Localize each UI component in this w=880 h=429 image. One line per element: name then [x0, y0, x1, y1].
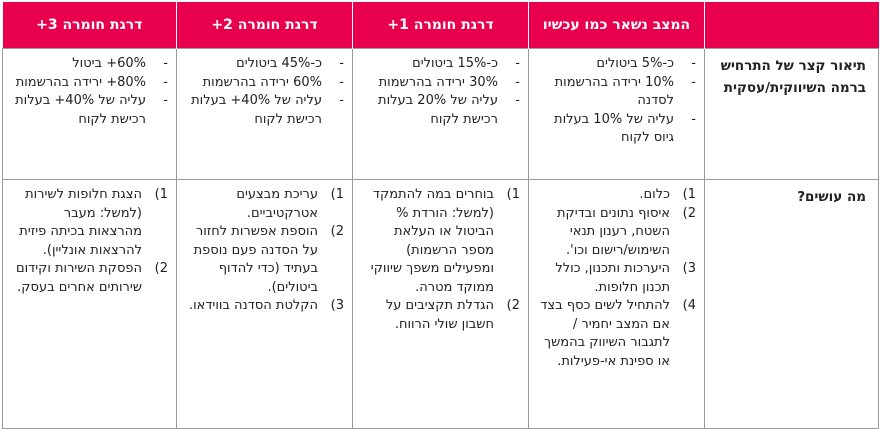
scenario-description-row: תיאור קצר של התרחיש ברמה השיווקית/עסקית …: [2, 48, 879, 180]
cell-description-status-quo: - כ-5% ביטולים - 10% ירידה בהרשמות לסדנה - על…: [528, 48, 705, 180]
item-text: עליה של 20% בעלות רכישת לקוח: [378, 93, 498, 127]
numbered-item: 2) הפסקת השירות וקידום שירותים אחרים בעסק…: [11, 260, 168, 297]
bullet-marker: -: [163, 56, 168, 71]
bullet-marker: -: [691, 56, 696, 71]
bullet-item: - עליה של 40%+ בעלות רכישת לקוח: [11, 92, 168, 129]
item-text: 60%+ ביטול: [72, 56, 146, 71]
bullet-item: - עליה של 10% בעלות גיוס לקוח: [537, 111, 696, 148]
item-text: 80%+ ירידה בהרשמות: [15, 74, 146, 90]
bullet-item: - כ-5% ביטולים: [537, 55, 696, 74]
item-number: 2): [506, 298, 520, 313]
numbered-item: 2) הוספת אפשרות לחזור על הסדנה פעם נוספת …: [185, 223, 344, 297]
cell-actions-severity-3: 1) הצגת חלופות לשירות (למשל: מעבר מהרצאות…: [2, 179, 177, 429]
cell-actions-severity-1: 1) בוחרים במה להתמקד (למשל: הורדת % הביטו…: [352, 179, 529, 429]
actions-row: מה עושים? 1) כלום. 2) איסוף נתונים ובדיקת ה…: [2, 179, 879, 429]
bullet-marker: -: [515, 74, 520, 90]
item-number: 2): [330, 224, 344, 239]
numbered-item: 1) עריכת מבצעים אטרקטיביים.: [185, 186, 344, 223]
item-text: עליה של 10% בעלות גיוס לקוח: [554, 111, 674, 146]
numbered-item: 1) כלום.: [537, 186, 696, 205]
numbered-list: 1) הצגת חלופות לשירות (למשל: מעבר מהרצאות…: [11, 186, 168, 297]
bullet-item: - כ-45% ביטולים: [185, 55, 344, 74]
item-number: 3): [682, 261, 696, 276]
item-number: 1): [506, 187, 520, 202]
bullet-item: - 60%+ ביטול: [11, 55, 168, 74]
cell-description-severity-1: - כ-15% ביטולים - 30% ירידה בהרשמות - עליה של…: [352, 48, 529, 180]
item-text: הפסקת השירות וקידום שירותים אחרים בעסק.: [15, 261, 142, 295]
item-text: עליה של 40%+ בעלות רכישת לקוח: [191, 93, 322, 127]
item-number: 1): [154, 187, 168, 202]
bullet-list: - כ-5% ביטולים - 10% ירידה בהרשמות לסדנה - על…: [537, 55, 696, 148]
item-number: 2): [154, 261, 168, 276]
cell-actions-severity-2: 1) עריכת מבצעים אטרקטיביים. 2) הוספת אפשרות…: [176, 179, 353, 429]
item-number: 2): [682, 205, 696, 221]
item-text: כ-5% ביטולים: [596, 56, 674, 71]
item-text: 30% ירידה בהרשמות: [378, 74, 498, 90]
row-label-actions: מה עושים?: [704, 179, 879, 429]
bullet-item: - כ-15% ביטולים: [361, 55, 520, 74]
bullet-list: - 60%+ ביטול - 80%+ ירידה בהרשמות - עליה של 4…: [11, 55, 168, 129]
item-text: עריכת מבצעים אטרקטיביים.: [236, 187, 318, 221]
bullet-item: - עליה של 40%+ בעלות רכישת לקוח: [185, 92, 344, 129]
header-blank: [704, 2, 879, 49]
bullet-marker: -: [339, 74, 344, 90]
item-number: 1): [682, 187, 696, 202]
bullet-marker: -: [515, 56, 520, 71]
bullet-item: - 10% ירידה בהרשמות לסדנה: [537, 74, 696, 111]
numbered-item: 1) בוחרים במה להתמקד (למשל: הורדת % הביטו…: [361, 186, 520, 297]
numbered-list: 1) כלום. 2) איסוף נתונים ובדיקת השטח, רענון…: [537, 186, 696, 371]
item-text: עליה של 40%+ בעלות רכישת לקוח: [15, 93, 146, 127]
bullet-item: - עליה של 20% בעלות רכישת לקוח: [361, 92, 520, 129]
item-number: 1): [330, 187, 344, 202]
bullet-marker: -: [339, 56, 344, 71]
numbered-item: 1) הצגת חלופות לשירות (למשל: מעבר מהרצאות…: [11, 186, 168, 260]
numbered-list: 1) עריכת מבצעים אטרקטיביים. 2) הוספת אפשרות…: [185, 186, 344, 316]
item-text: היערכות ותכנון, כולל תכנון חלופות.: [555, 261, 670, 295]
bullet-list: - כ-45% ביטולים - 60% ירידה בהרשמות - עליה של…: [185, 55, 344, 129]
bullet-item: - 80%+ ירידה בהרשמות: [11, 74, 168, 93]
bullet-marker: -: [515, 93, 520, 108]
bullet-marker: -: [163, 93, 168, 108]
header-status-quo: המצב נשאר כמו עכשיו: [528, 2, 705, 49]
header-severity-1: דרגת חומרה 1+: [352, 2, 529, 49]
item-text: הקלטת הסדנה בווידאו.: [188, 298, 318, 313]
cell-description-severity-2: - כ-45% ביטולים - 60% ירידה בהרשמות - עליה של…: [176, 48, 353, 180]
bullet-item: - 30% ירידה בהרשמות: [361, 74, 520, 93]
item-number: 4): [682, 298, 696, 313]
header-severity-2: דרגת חומרה 2+: [176, 2, 353, 49]
bullet-item: - 60% ירידה בהרשמות: [185, 74, 344, 93]
item-text: הגדלת תקציבים על חשבון שולי הרווח.: [385, 298, 494, 332]
item-text: 60% ירידה בהרשמות: [202, 74, 322, 90]
item-text: הצגת חלופות לשירות (למשל: מעבר מהרצאות ב…: [19, 187, 142, 258]
numbered-item: 4) להתחיל לשים כסף בצד אם המצב יחמיר / לת…: [537, 297, 696, 371]
row-label-description: תיאור קצר של התרחיש ברמה השיווקית/עסקית: [704, 48, 879, 180]
item-number: 3): [330, 298, 344, 313]
bullet-marker: -: [339, 93, 344, 108]
item-text: כ-45% ביטולים: [236, 56, 322, 71]
header-severity-3: דרגת חומרה 3+: [2, 2, 177, 49]
item-text: כ-15% ביטולים: [412, 56, 498, 71]
numbered-item: 2) איסוף נתונים ובדיקת השטח, רענון תנאי ה…: [537, 205, 696, 261]
bullet-marker: -: [691, 111, 696, 127]
numbered-item: 3) הקלטת הסדנה בווידאו.: [185, 297, 344, 316]
item-text: 10% ירידה בהרשמות לסדנה: [554, 74, 674, 109]
numbered-item: 3) היערכות ותכנון, כולל תכנון חלופות.: [537, 260, 696, 297]
bullet-marker: -: [691, 74, 696, 90]
item-text: כלום.: [639, 187, 670, 202]
cell-description-severity-3: - 60%+ ביטול - 80%+ ירידה בהרשמות - עליה של 4…: [2, 48, 177, 180]
bullet-list: - כ-15% ביטולים - 30% ירידה בהרשמות - עליה של…: [361, 55, 520, 129]
numbered-list: 1) בוחרים במה להתמקד (למשל: הורדת % הביטו…: [361, 186, 520, 334]
bullet-marker: -: [163, 74, 168, 90]
numbered-item: 2) הגדלת תקציבים על חשבון שולי הרווח.: [361, 297, 520, 334]
item-text: איסוף נתונים ובדיקת השטח, רענון תנאי השי…: [556, 205, 670, 258]
item-text: הוספת אפשרות לחזור על הסדנה פעם נוספת בע…: [193, 224, 318, 295]
item-text: להתחיל לשים כסף בצד אם המצב יחמיר / לתגב…: [540, 298, 670, 369]
item-text: בוחרים במה להתמקד (למשל: הורדת % הביטול …: [370, 187, 494, 295]
header-row: המצב נשאר כמו עכשיו דרגת חומרה 1+ דרגת ח…: [2, 2, 879, 49]
cell-actions-status-quo: 1) כלום. 2) איסוף נתונים ובדיקת השטח, רענון…: [528, 179, 705, 429]
